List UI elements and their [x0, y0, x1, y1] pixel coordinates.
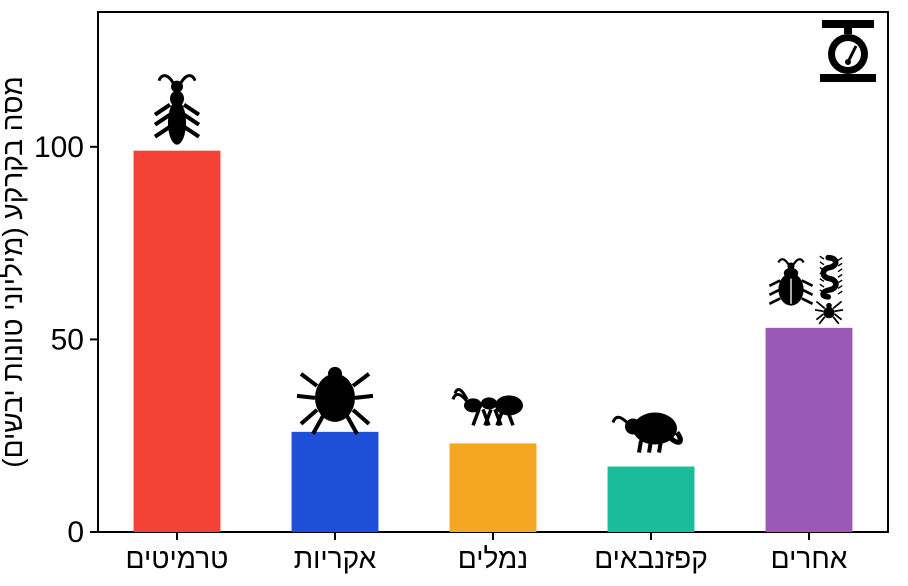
x-category-label: אחרים	[771, 543, 848, 574]
termite-icon	[155, 76, 199, 145]
springtail-icon	[613, 413, 680, 453]
bar	[134, 151, 221, 532]
bar	[450, 443, 537, 532]
bar	[608, 467, 695, 532]
others-icon	[769, 256, 843, 324]
ant-icon	[453, 389, 523, 425]
mite-icon	[297, 367, 373, 434]
x-category-label: נמלים	[458, 543, 528, 574]
biomass-bar-chart: 0 50 100מסה בקרקע (מיליוני טונות יבשים) טרמ…	[0, 0, 908, 586]
x-category-label: אקריות	[294, 543, 377, 574]
ytick-label: 100	[34, 131, 84, 164]
ytick-label: 50	[51, 323, 84, 356]
y-axis-label: מסה בקרקע (מיליוני טונות יבשים)	[0, 76, 28, 467]
scale-icon	[820, 20, 876, 82]
bar	[766, 328, 853, 532]
x-category-label: קפזנבאים	[594, 543, 708, 574]
x-category-label: טרמיטים	[126, 543, 229, 574]
ytick-label: 0	[67, 516, 84, 549]
bar	[292, 432, 379, 532]
